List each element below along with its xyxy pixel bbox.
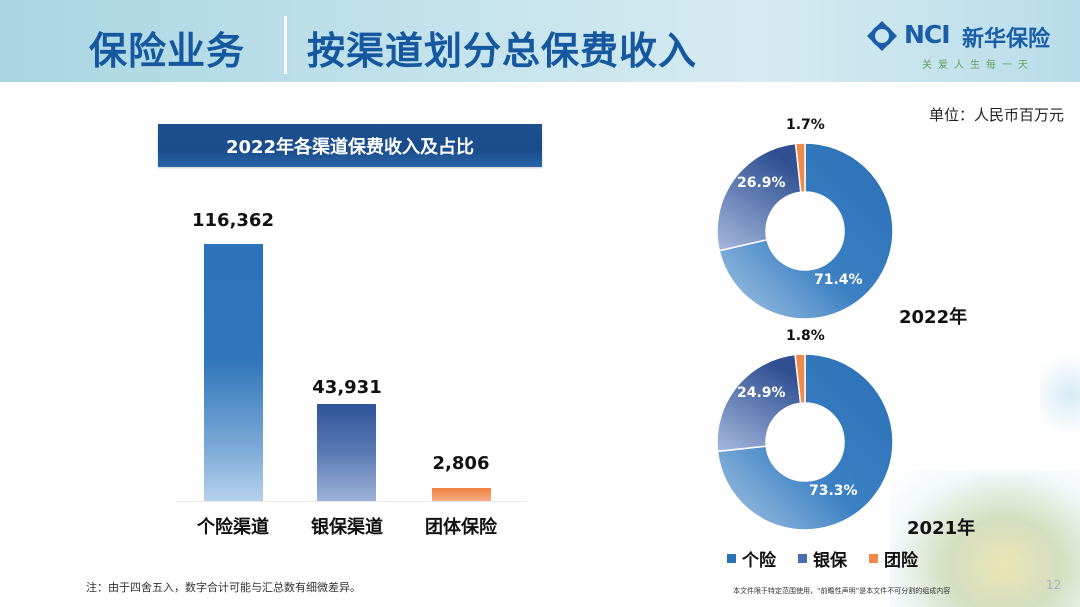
bar-baseline [176, 501, 526, 502]
legend-swatch-individual [727, 554, 736, 563]
donut-chart-2022 [716, 142, 894, 320]
nci-logo-icon [867, 21, 897, 51]
background-decoration [1040, 345, 1080, 445]
pct-individual-2021: 73.3% [809, 483, 858, 499]
slice-individual-2022 [718, 142, 894, 320]
legend-label: 银保 [813, 551, 847, 571]
bar-individual [204, 244, 263, 502]
logo-brand: NCI [904, 20, 951, 49]
bar-label-group: 团体保险 [425, 517, 497, 538]
legend-label: 团险 [884, 551, 918, 571]
company-logo: NCI 新华保险 关爱人生每一天 [866, 20, 1066, 72]
footnote: 注：由于四舍五入，数字合计可能与汇总数有细微差异。 [86, 581, 361, 594]
pct-bancassurance-2022: 26.9% [737, 175, 786, 191]
section-title: 保险业务 [89, 29, 246, 73]
chart-legend: 个险 银保 团险 [727, 546, 918, 571]
slice-bancassurance-2022 [716, 142, 802, 252]
title-divider [284, 16, 287, 74]
disclaimer: 本文件限于特定范围使用，“前瞻性声明”是本文件不可分割的组成内容 [733, 587, 951, 595]
bar-value-group: 2,806 [432, 453, 490, 474]
donut-year-2022: 2022年 [899, 307, 968, 328]
bar-label-bancassurance: 银保渠道 [311, 517, 383, 538]
slice-group-2021 [794, 353, 806, 405]
legend-label: 个险 [742, 551, 776, 571]
logo-company-name: 新华保险 [962, 27, 1051, 52]
landscape-decoration [890, 470, 1080, 607]
header-banner: 保险业务 按渠道划分总保费收入 NCI 新华保险 关爱人生每一天 [0, 0, 1080, 82]
legend-item-group: 团险 [869, 546, 918, 571]
logo-slogan: 关爱人生每一天 [922, 60, 1034, 71]
legend-item-individual: 个险 [727, 546, 776, 571]
page-number: 12 [1046, 578, 1062, 592]
slice-individual-2021 [716, 353, 894, 531]
slice-group-2022 [794, 142, 806, 194]
bar-chart-title: 2022年各渠道保费收入及占比 [158, 124, 542, 167]
bar-value-individual: 116,362 [192, 210, 274, 231]
bar-group [432, 488, 491, 502]
bar-label-individual: 个险渠道 [197, 517, 269, 538]
pct-individual-2022: 71.4% [814, 272, 863, 288]
slice-bancassurance-2021 [716, 353, 802, 453]
donut-year-2021: 2021年 [907, 518, 976, 539]
pct-bancassurance-2021: 24.9% [737, 385, 786, 401]
bar-bancassurance [317, 404, 376, 502]
bar-value-bancassurance: 43,931 [312, 377, 382, 398]
legend-item-bancassurance: 银保 [798, 546, 847, 571]
page-title: 按渠道划分总保费收入 [307, 29, 698, 73]
legend-swatch-bancassurance [798, 554, 807, 563]
pct-group-2022: 1.7% [786, 117, 825, 133]
unit-label: 单位：人民币百万元 [929, 106, 1065, 124]
donut-chart-2021 [716, 353, 894, 531]
legend-swatch-group [869, 554, 878, 563]
pct-group-2021: 1.8% [786, 328, 825, 344]
